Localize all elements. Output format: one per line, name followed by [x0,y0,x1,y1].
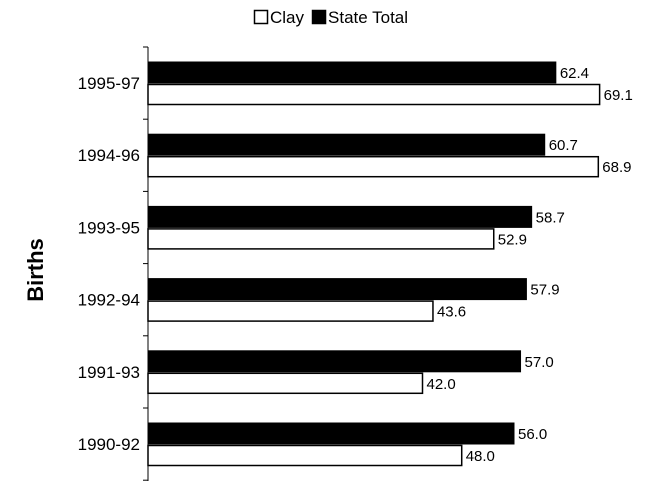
y-tick-label: 1991-93 [78,363,140,382]
y-tick-label: 1995-97 [78,74,140,93]
bar-state-total [147,205,533,228]
bar-clay [147,444,463,467]
y-tick-label: 1990-92 [78,435,140,454]
data-label-clay: 69.1 [604,87,633,104]
data-label-clay: 52.9 [498,231,527,248]
data-label-state-total: 56.0 [518,426,547,443]
data-label-state-total: 57.0 [525,354,554,371]
legend-label: State Total [328,8,408,27]
data-label-clay: 68.9 [602,159,631,176]
bar-state-total [147,422,515,445]
y-axis-label: Births [23,238,48,302]
data-label-state-total: 57.9 [530,282,559,299]
y-tick-label: 1994-96 [78,146,140,165]
data-label-clay: 42.0 [427,376,456,393]
data-label-state-total: 60.7 [549,137,578,154]
legend-swatch [311,9,327,25]
legend-label: Clay [270,8,305,27]
bar-clay [147,300,434,322]
bar-clay [147,372,424,395]
bar-state-total [147,133,546,156]
bar-clay [147,155,600,178]
bar-state-total [147,61,557,84]
y-tick-label: 1992-94 [78,291,140,310]
legend: Clay State Total [253,8,408,27]
y-axis: 1995-97 1994-96 1993-95 1992-94 1991-93 1990-… [78,46,149,481]
bar-state-total [147,350,522,373]
y-tick-label: 1993-95 [78,218,140,237]
data-label-state-total: 62.4 [560,65,589,82]
bar-clay [147,228,495,250]
data-label-clay: 43.6 [437,304,466,321]
bar-clay [147,83,601,106]
bars: 62.4 69.1 60.7 68.9 58.7 52.9 57.9 43.6 57.0 42.0… [147,61,633,467]
bar-state-total [147,278,527,301]
data-label-state-total: 58.7 [536,209,565,226]
legend-swatch [253,9,269,25]
data-label-clay: 48.0 [466,448,495,465]
